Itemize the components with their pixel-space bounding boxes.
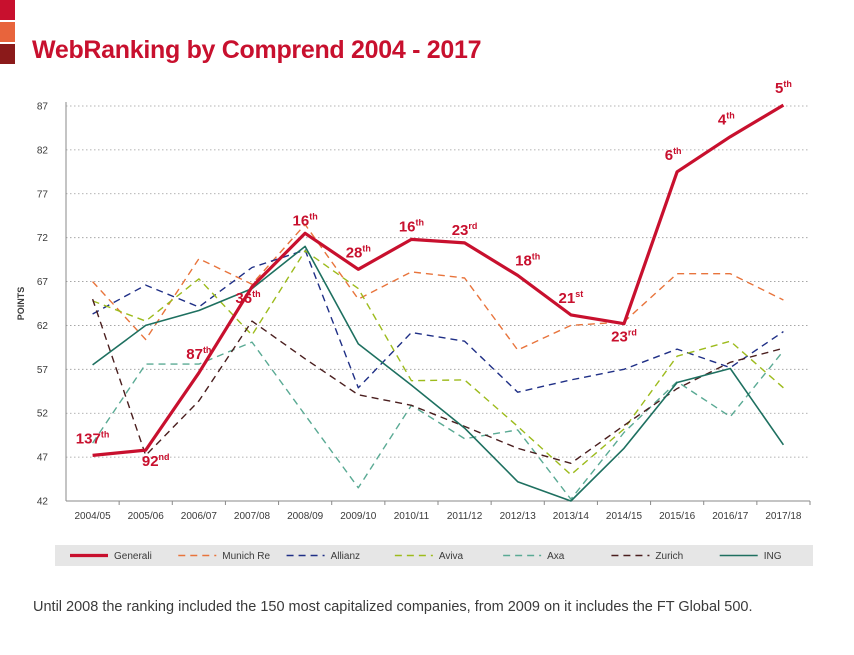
rank-suffix: th: [673, 146, 682, 156]
x-tick-label: 2008/09: [287, 511, 324, 522]
x-tick-label: 2006/07: [181, 511, 218, 522]
brand-stripe: [0, 22, 15, 42]
legend-background: [55, 545, 813, 566]
rank-number: 137: [76, 430, 101, 447]
x-tick-label: 2013/14: [553, 511, 590, 522]
rank-number: 6: [665, 147, 673, 164]
rank-suffix: th: [309, 211, 318, 221]
x-tick-label: 2014/15: [606, 511, 643, 522]
axis-layer: 42 47 52 57 62 67 72 77 82 87 POINTS 2004/05 2005/06…: [16, 102, 811, 522]
x-tick-label: 2004/05: [74, 511, 111, 522]
rank-label: 23rd: [452, 221, 478, 239]
series-line-generali: [92, 103, 785, 457]
rank-number: 23: [452, 222, 469, 239]
y-tick-label: 47: [37, 453, 49, 464]
x-tick-label: 2010/11: [394, 511, 430, 522]
brand-stripes: [0, 0, 15, 66]
y-tick-label: 82: [37, 145, 49, 156]
series-line-allianz: [92, 249, 784, 393]
rank-label: 36th: [235, 289, 260, 307]
y-axis-title: POINTS: [16, 287, 26, 321]
rank-suffix: th: [362, 243, 371, 253]
series-line-axa: [92, 341, 784, 500]
rank-suffix: st: [575, 289, 583, 299]
chart-title: WebRanking by Comprend 2004 - 2017: [32, 36, 482, 64]
rank-suffix: th: [101, 429, 110, 439]
y-tick-label: 57: [37, 365, 49, 376]
rank-label: 137th: [76, 429, 110, 447]
y-tick-label: 62: [37, 321, 49, 332]
y-tick-label: 42: [37, 497, 49, 508]
rank-label: 28th: [346, 243, 371, 261]
brand-stripe: [0, 44, 15, 64]
x-tick-label: 2007/08: [234, 511, 271, 522]
series-line-zurich: [91, 298, 784, 464]
y-tick-label: 87: [37, 102, 49, 113]
legend-label: Allianz: [331, 551, 360, 562]
rank-suffix: rd: [628, 328, 637, 338]
rank-label: 16th: [399, 217, 424, 235]
rank-label: 87th: [186, 345, 211, 363]
x-tick-label: 2005/06: [128, 511, 165, 522]
x-tick-label: 2011/12: [447, 511, 483, 522]
rank-label: 21st: [559, 289, 584, 307]
line-chart: 42 47 52 57 62 67 72 77 82 87 POINTS 2004/05 2005/06…: [16, 79, 813, 566]
rank-label: 5th: [775, 79, 792, 97]
rank-number: 36: [235, 290, 252, 307]
rank-number: 16: [399, 218, 416, 235]
rank-number: 5: [775, 80, 783, 97]
rank-number: 21: [559, 290, 576, 307]
brand-stripe: [0, 0, 15, 20]
rank-suffix: th: [726, 111, 735, 121]
series-line-munich-re: [92, 223, 784, 351]
x-tick-label: 2015/16: [659, 511, 696, 522]
rank-label: 16th: [293, 211, 318, 229]
series-line-aviva: [92, 250, 784, 476]
rank-label: 18th: [515, 251, 540, 269]
rank-number: 23: [611, 329, 628, 346]
rank-suffix: th: [203, 345, 212, 355]
y-tick-label: 52: [37, 409, 49, 420]
rank-label: 6th: [665, 146, 682, 164]
rank-number: 92: [142, 453, 159, 470]
grid-layer: [66, 105, 810, 458]
legend-label: Axa: [547, 551, 565, 562]
rank-suffix: nd: [159, 452, 170, 462]
legend: Generali Munich Re Allianz Aviva Axa Zurich IN…: [55, 545, 813, 566]
rank-number: 18: [515, 252, 532, 269]
legend-label: Aviva: [439, 551, 464, 562]
rank-label: 23rd: [611, 328, 637, 346]
x-tick-label: 2017/18: [765, 511, 802, 522]
y-tick-label: 72: [37, 233, 49, 244]
y-tick-label: 67: [37, 277, 49, 288]
rank-suffix: th: [416, 217, 425, 227]
rank-suffix: th: [532, 251, 541, 261]
rank-label: 92nd: [142, 452, 170, 470]
x-tick-label: 2016/17: [712, 511, 749, 522]
series-layer: [91, 103, 785, 502]
x-tick-label: 2012/13: [500, 511, 537, 522]
legend-label: Munich Re: [222, 551, 270, 562]
rank-number: 28: [346, 244, 363, 261]
rank-number: 16: [293, 212, 310, 229]
legend-label: Zurich: [655, 551, 683, 562]
legend-label: ING: [764, 551, 782, 562]
legend-label: Generali: [114, 551, 152, 562]
rank-suffix: rd: [468, 221, 477, 231]
series-line-ing: [92, 245, 785, 502]
footnote: Until 2008 the ranking included the 150 …: [33, 599, 753, 615]
rank-suffix: th: [783, 79, 792, 89]
y-tick-label: 77: [37, 189, 49, 200]
rank-number: 87: [186, 346, 203, 363]
rank-suffix: th: [252, 289, 261, 299]
x-tick-label: 2009/10: [340, 511, 377, 522]
rank-number: 4: [718, 112, 727, 129]
rank-label: 4th: [718, 111, 735, 129]
